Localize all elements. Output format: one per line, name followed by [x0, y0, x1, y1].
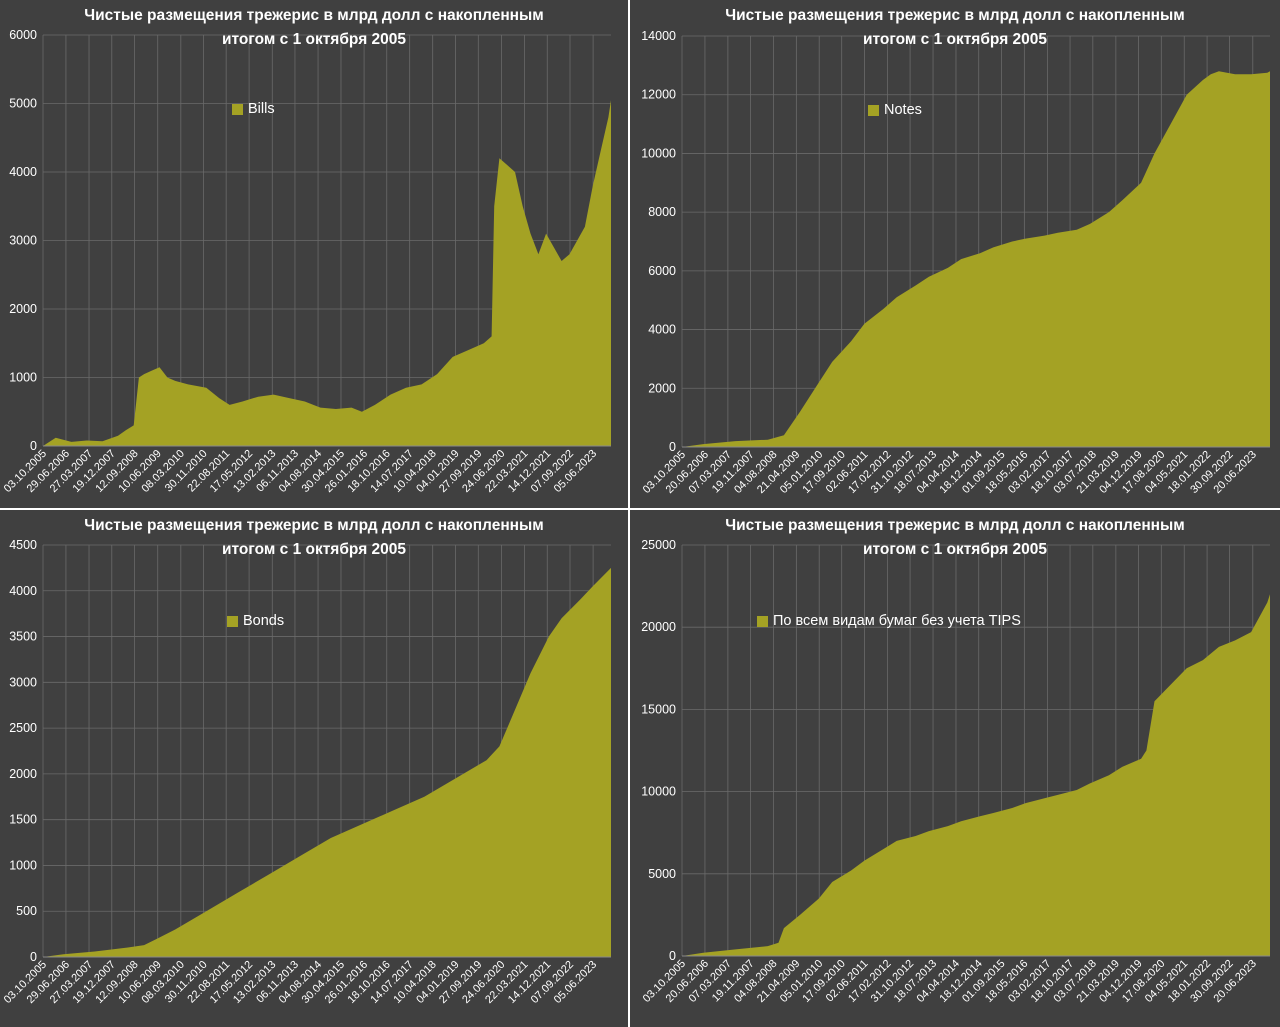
area-series	[43, 100, 611, 446]
y-tick-label: 1000	[9, 371, 37, 385]
y-tick-label: 2000	[9, 302, 37, 316]
y-tick-label: 3000	[9, 234, 37, 248]
chart-bonds: 0 500 1000 1500 2000 2500 3000 3500 4000 4500 03.1…	[0, 510, 628, 1027]
title-line-2: итогом с 1 октября 2005	[221, 541, 407, 558]
y-tick-label: 0	[30, 950, 37, 964]
chart-title: Чистые размещения трежерис в млрд долл с…	[0, 4, 628, 52]
legend-swatch	[232, 103, 243, 115]
y-tick-label: 25000	[641, 538, 676, 552]
y-tick-label: 5000	[9, 97, 37, 111]
y-tick-label: 6000	[9, 28, 37, 42]
legend-label: По всем видам бумаг без учета TIPS	[773, 613, 1021, 629]
y-tick-label: 1500	[9, 813, 37, 827]
title-line-1: Чистые размещения трежерис в млрд долл с…	[725, 517, 1185, 534]
y-tick-label: 8000	[648, 205, 676, 219]
area-series	[682, 594, 1270, 956]
y-tick-label: 2500	[9, 721, 37, 735]
y-tick-label: 0	[669, 949, 676, 963]
legend-swatch	[868, 104, 879, 116]
y-tick-label: 4000	[648, 323, 676, 337]
legend-swatch	[757, 615, 768, 627]
y-tick-label: 2000	[9, 767, 37, 781]
legend-swatch	[227, 615, 238, 627]
bills-plot: 010002000300040005000600003.10.200529.06…	[2, 28, 611, 495]
y-tick-label: 4000	[9, 165, 37, 179]
legend: По всем видам бумаг без учета TIPS	[757, 613, 1021, 629]
legend: Notes	[868, 102, 922, 118]
y-tick-label: 0	[30, 439, 37, 453]
y-tick-label: 14000	[641, 29, 676, 43]
title-line-1: Чистые размещения трежерис в млрд долл с…	[84, 7, 544, 24]
y-tick-label: 20000	[641, 620, 676, 634]
title-line-2: итогом с 1 октября 2005	[862, 31, 1048, 48]
y-tick-label: 1000	[9, 858, 37, 872]
notes-plot: 0200040006000800010000120001400003.10.20…	[641, 29, 1270, 496]
bonds-plot: 05001000150020002500300035004000450003.1…	[2, 538, 611, 1006]
total-plot: 050001000015000200002500003.10.200520.06…	[641, 538, 1270, 1005]
y-tick-label: 10000	[641, 146, 676, 160]
y-tick-label: 3500	[9, 630, 37, 644]
area-series	[682, 71, 1270, 447]
area-series	[43, 567, 611, 957]
chart-title: Чистые размещения трежерис в млрд долл с…	[630, 514, 1280, 562]
chart-bills: 0 1000 2000 3000 4000 5000 6000 03.10.2005 29.06…	[0, 0, 628, 508]
chart-total: 0 5000 10000 15000 20000 25000 03.10.2005 20.06…	[630, 510, 1280, 1027]
y-tick-label: 500	[16, 904, 37, 918]
y-tick-label: 5000	[648, 867, 676, 881]
y-tick-label: 10000	[641, 785, 676, 799]
legend-label: Notes	[884, 102, 922, 118]
y-tick-label: 3000	[9, 675, 37, 689]
chart-notes: 0 2000 4000 6000 8000 10000 12000 14000 03.10.20…	[630, 0, 1280, 508]
y-tick-label: 15000	[641, 702, 676, 716]
y-tick-label: 2000	[648, 381, 676, 395]
y-tick-label: 4500	[9, 538, 37, 552]
title-line-1: Чистые размещения трежерис в млрд долл с…	[84, 517, 544, 534]
y-tick-label: 0	[669, 440, 676, 454]
y-tick-label: 12000	[641, 88, 676, 102]
chart-title: Чистые размещения трежерис в млрд долл с…	[0, 514, 628, 562]
y-tick-label: 4000	[9, 584, 37, 598]
legend-label: Bills	[248, 101, 275, 117]
y-tick-label: 6000	[648, 264, 676, 278]
chart-title: Чистые размещения трежерис в млрд долл с…	[630, 4, 1280, 52]
legend: Bills	[232, 101, 275, 117]
legend-label: Bonds	[243, 613, 285, 629]
title-line-1: Чистые размещения трежерис в млрд долл с…	[725, 7, 1185, 24]
title-line-2: итогом с 1 октября 2005	[221, 31, 407, 48]
legend: Bonds	[227, 613, 284, 629]
title-line-2: итогом с 1 октября 2005	[862, 541, 1048, 558]
